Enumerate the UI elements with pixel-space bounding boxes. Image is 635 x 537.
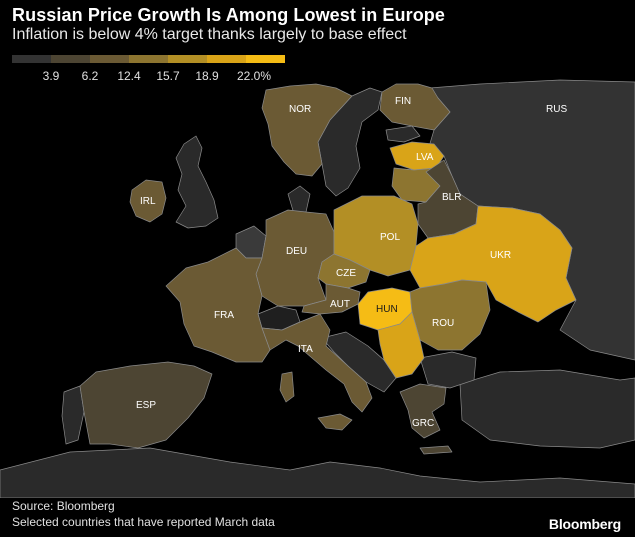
label-blr: BLR <box>442 192 461 203</box>
legend-swatch-1 <box>51 55 90 63</box>
legend-swatch-5 <box>207 55 246 63</box>
legend-swatch-4 <box>168 55 207 63</box>
label-pol: POL <box>380 232 400 243</box>
label-nor: NOR <box>289 104 311 115</box>
country-ita <box>261 313 373 413</box>
land-portugal <box>61 385 85 445</box>
country-cze <box>317 253 371 289</box>
country-grc <box>399 383 447 439</box>
legend-swatch-2 <box>90 55 129 63</box>
island-crete <box>419 445 453 455</box>
label-rus: RUS <box>546 104 567 115</box>
legend-tick-label: 22.0% <box>236 69 272 83</box>
source-note: Source: Bloomberg <box>12 499 115 513</box>
label-fra: FRA <box>214 310 234 321</box>
country-nor <box>261 83 353 177</box>
label-irl: IRL <box>140 196 156 207</box>
land-uk <box>175 135 219 229</box>
label-lva: LVA <box>416 152 434 163</box>
country-srb <box>377 311 425 379</box>
country-esp <box>79 361 213 449</box>
land-north-africa <box>0 447 635 498</box>
country-irl <box>129 179 167 223</box>
legend-tick-label: 18.9 <box>195 69 219 83</box>
legend-tick-label: 3.9 <box>42 69 60 83</box>
color-legend: 3.9 6.2 12.4 15.7 18.9 22.0% <box>12 55 285 85</box>
label-aut: AUT <box>330 299 350 310</box>
legend-tick-label: 6.2 <box>81 69 99 83</box>
label-hun: HUN <box>376 304 398 315</box>
legend-tick-label: 15.7 <box>156 69 180 83</box>
legend-swatch-3 <box>129 55 168 63</box>
legend-tick-labels: 3.9 6.2 12.4 15.7 18.9 22.0% <box>12 69 285 85</box>
legend-swatch-0 <box>12 55 51 63</box>
legend-swatch-6 <box>246 55 285 63</box>
land-estonia-lithuania <box>385 125 421 143</box>
land-turkey <box>459 369 635 449</box>
label-grc: GRC <box>412 418 434 429</box>
country-rou <box>409 279 491 351</box>
country-fin <box>379 83 451 131</box>
country-lva <box>389 141 445 171</box>
legend-color-bar <box>12 55 285 63</box>
land-denmark <box>287 185 311 215</box>
island-sardinia <box>279 371 295 403</box>
country-deu <box>255 209 335 307</box>
island-sicily <box>317 413 353 431</box>
label-ita: ITA <box>298 344 313 355</box>
label-ukr: UKR <box>490 250 511 261</box>
label-cze: CZE <box>336 268 356 279</box>
land-scandinavia-sweden <box>317 87 383 197</box>
land-bulgaria <box>419 351 477 389</box>
europe-map: RUS NOR FIN LVA BLR IRL DEU POL UKR CZE … <box>0 79 635 498</box>
country-fra <box>165 247 271 363</box>
chart-title: Russian Price Growth Is Among Lowest in … <box>12 5 445 25</box>
data-note: Selected countries that have reported Ma… <box>12 515 275 529</box>
label-deu: DEU <box>286 246 307 257</box>
label-esp: ESP <box>136 400 156 411</box>
chart-subtitle: Inflation is below 4% target thanks larg… <box>12 26 407 43</box>
bloomberg-logo: Bloomberg <box>548 516 621 532</box>
label-fin: FIN <box>395 96 411 107</box>
country-aut <box>301 283 361 315</box>
label-rou: ROU <box>432 318 454 329</box>
legend-tick-label: 12.4 <box>117 69 141 83</box>
land-balkans-west <box>321 331 397 393</box>
